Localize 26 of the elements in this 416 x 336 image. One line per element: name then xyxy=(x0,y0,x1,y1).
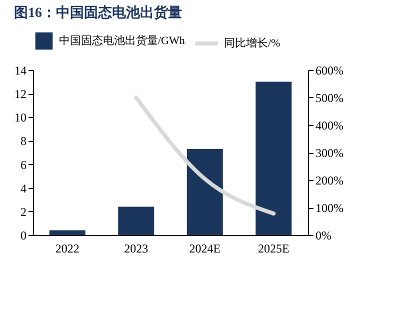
y-tick-label: 2 xyxy=(20,204,26,219)
y2-tick-label: 600% xyxy=(316,64,344,78)
y-tick-label: 10 xyxy=(14,110,26,125)
y2-tick-label: 100% xyxy=(316,201,344,215)
y-tick-label: 6 xyxy=(20,158,26,172)
y2-tick-label: 200% xyxy=(316,174,344,188)
legend-label: 同比增长/% xyxy=(224,36,280,50)
y2-tick-label: 400% xyxy=(316,118,344,132)
y2-tick-label: 500% xyxy=(316,91,344,105)
bar xyxy=(118,206,154,235)
bar xyxy=(49,230,86,235)
y-tick-label: 0 xyxy=(20,228,26,242)
y-tick-label: 12 xyxy=(14,87,26,102)
y2-tick-label: 300% xyxy=(316,146,344,160)
legend-label: 中国固态电池出货量/GWh xyxy=(59,34,186,47)
x-tick-label: 2022 xyxy=(55,242,80,256)
y2-tick-label: 0% xyxy=(316,228,332,242)
bar xyxy=(186,148,223,235)
bar xyxy=(256,82,292,235)
chart-title: 图16：中国固态电池出货量 xyxy=(14,5,182,21)
x-tick-label: 2024E xyxy=(189,242,221,256)
y-tick-label: 14 xyxy=(14,64,26,78)
x-tick-label: 2025E xyxy=(258,242,290,256)
y-tick-label: 8 xyxy=(20,134,26,148)
y-tick-label: 4 xyxy=(20,181,26,196)
x-tick-label: 2023 xyxy=(124,242,148,256)
